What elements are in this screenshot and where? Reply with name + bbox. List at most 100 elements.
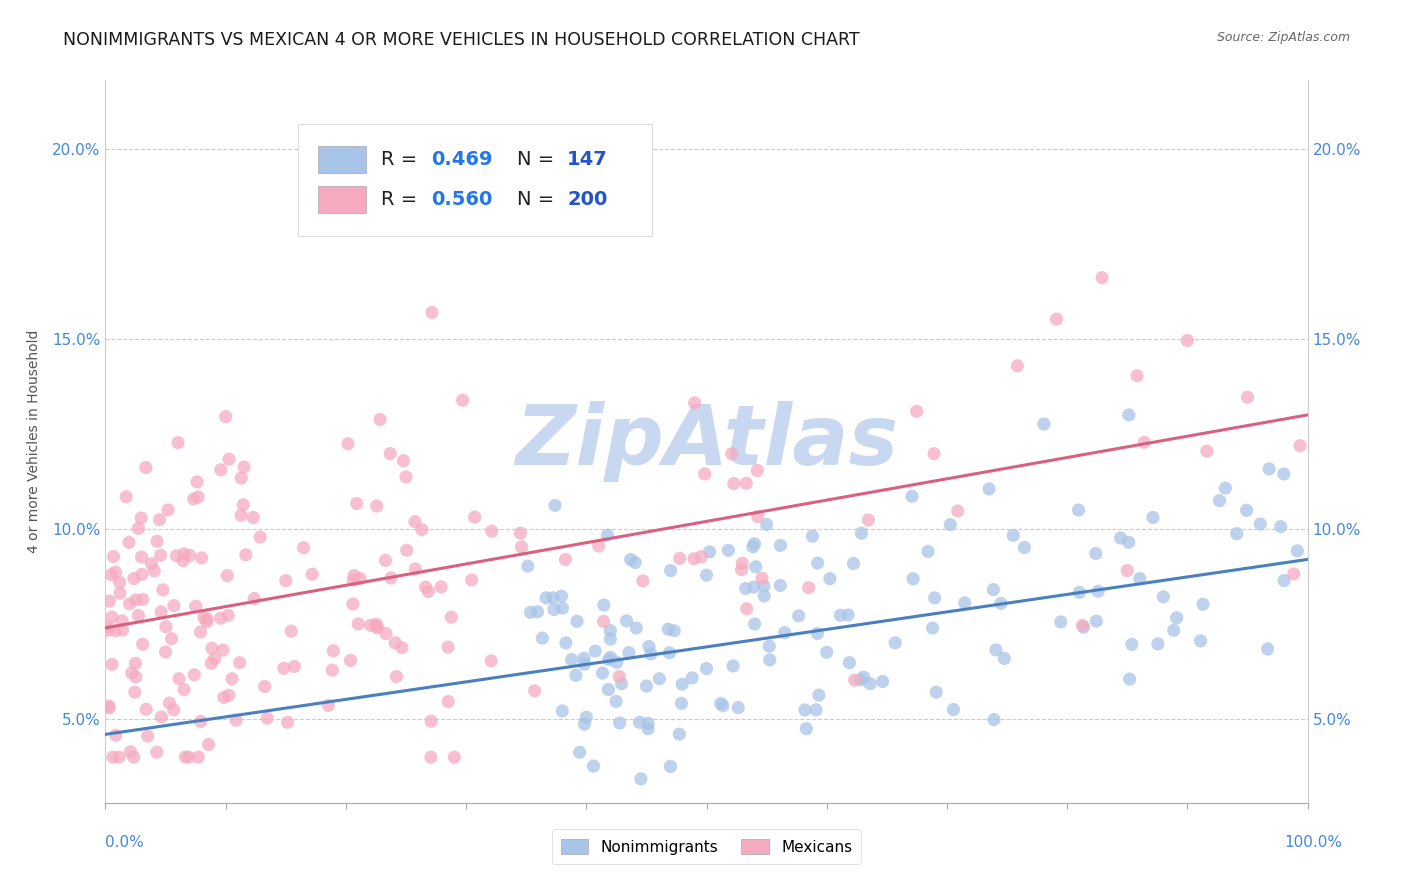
Point: [437, 694, 460, 708]
FancyBboxPatch shape: [298, 124, 652, 235]
Point: [917, 544, 939, 558]
Point: [1121, 637, 1143, 651]
Point: [637, 722, 659, 736]
Point: [884, 636, 907, 650]
Text: 100.0%: 100.0%: [1285, 836, 1343, 850]
Bar: [318, 146, 367, 173]
Point: [349, 572, 371, 586]
Point: [108, 750, 131, 764]
Point: [598, 682, 620, 697]
Point: [101, 657, 124, 672]
Point: [747, 463, 769, 477]
Point: [342, 597, 364, 611]
Point: [157, 503, 180, 517]
Point: [592, 666, 614, 681]
Point: [1126, 368, 1149, 383]
Point: [523, 683, 546, 698]
Point: [342, 573, 364, 587]
Point: [380, 447, 402, 461]
Point: [752, 579, 775, 593]
Point: [574, 657, 596, 672]
Point: [184, 599, 207, 614]
Point: [163, 703, 186, 717]
Point: [769, 538, 792, 552]
Point: [135, 460, 157, 475]
Point: [96, 620, 118, 634]
Point: [572, 651, 595, 665]
Point: [1282, 566, 1305, 581]
Point: [1032, 417, 1054, 431]
Point: [155, 645, 177, 659]
Point: [699, 545, 721, 559]
Point: [1189, 634, 1212, 648]
Point: [165, 549, 187, 563]
Bar: [318, 186, 367, 213]
Point: [637, 716, 659, 731]
Point: [751, 571, 773, 585]
Point: [103, 549, 125, 564]
Point: [98, 594, 121, 608]
Point: [101, 610, 124, 624]
Point: [769, 578, 792, 592]
Point: [392, 454, 415, 468]
Point: [1067, 503, 1090, 517]
Point: [337, 436, 360, 450]
Point: [129, 511, 152, 525]
Point: [301, 567, 323, 582]
Point: [347, 616, 370, 631]
Point: [190, 714, 212, 729]
Point: [606, 656, 628, 670]
Point: [101, 750, 124, 764]
Point: [212, 643, 235, 657]
Point: [232, 498, 254, 512]
Point: [568, 745, 591, 759]
Point: [249, 530, 271, 544]
Point: [616, 614, 638, 628]
Point: [550, 589, 572, 603]
Point: [384, 636, 406, 650]
Point: [1069, 585, 1091, 599]
Point: [149, 548, 172, 562]
Point: [551, 704, 574, 718]
Point: [1236, 503, 1258, 517]
Point: [596, 528, 619, 542]
Point: [818, 572, 841, 586]
Point: [104, 624, 127, 638]
Point: [741, 540, 763, 554]
Point: [120, 745, 142, 759]
Point: [122, 750, 145, 764]
Point: [630, 772, 652, 786]
Point: [235, 548, 257, 562]
Point: [124, 685, 146, 699]
Point: [901, 572, 924, 586]
Point: [146, 534, 169, 549]
Point: [758, 653, 780, 667]
Point: [727, 700, 749, 714]
Point: [659, 564, 682, 578]
Point: [794, 722, 817, 736]
Point: [190, 550, 212, 565]
Point: [1050, 615, 1073, 629]
Point: [1257, 642, 1279, 657]
Point: [565, 615, 588, 629]
Point: [209, 463, 232, 477]
Point: [111, 614, 134, 628]
Point: [921, 621, 943, 635]
Point: [636, 679, 658, 693]
Point: [280, 624, 302, 639]
Point: [901, 489, 924, 503]
Point: [97, 623, 120, 637]
Point: [1192, 597, 1215, 611]
Text: N =: N =: [516, 190, 560, 209]
Point: [1014, 541, 1036, 555]
Point: [228, 656, 250, 670]
Point: [607, 669, 630, 683]
Point: [404, 515, 426, 529]
Point: [460, 573, 482, 587]
Point: [977, 482, 1000, 496]
Point: [127, 521, 149, 535]
Point: [411, 523, 433, 537]
Point: [187, 750, 209, 764]
Point: [1087, 584, 1109, 599]
Y-axis label: 4 or more Vehicles in Household: 4 or more Vehicles in Household: [27, 330, 41, 553]
